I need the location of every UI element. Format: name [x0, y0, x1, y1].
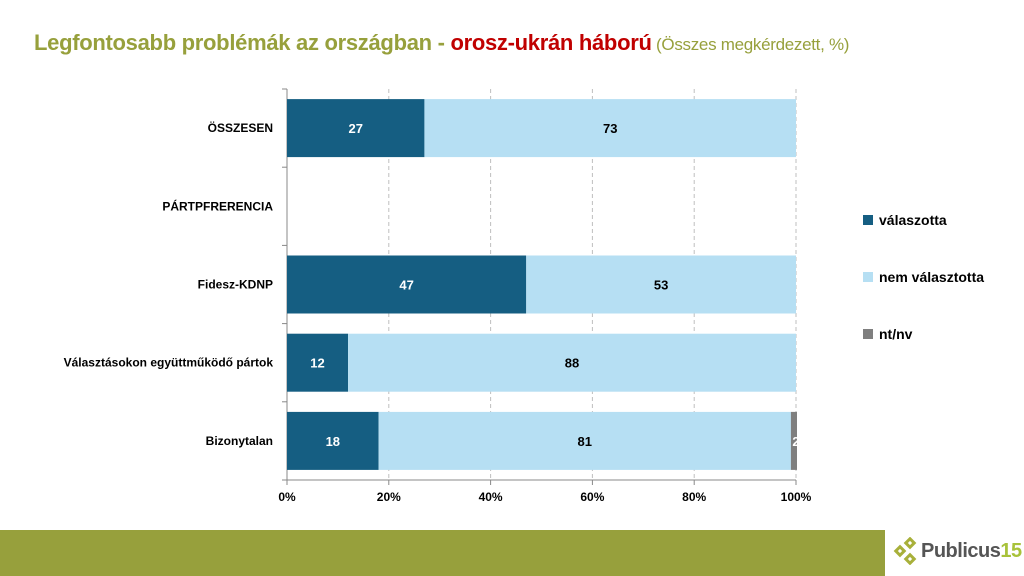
plot-edge-mask: [797, 89, 827, 480]
bar-segment: [287, 255, 527, 314]
x-tick-label: 60%: [580, 490, 604, 504]
data-label: 88: [565, 356, 579, 371]
logo-number: 15: [1000, 539, 1022, 562]
category-label: Választásokon együttműködő pártok: [64, 356, 274, 370]
data-label: 73: [603, 121, 617, 136]
data-label: 53: [654, 278, 668, 293]
legend-label: válaszotta: [879, 212, 947, 228]
logo-diamonds-icon: [893, 537, 917, 565]
x-tick-label: 0%: [278, 490, 296, 504]
data-label: 18: [326, 434, 340, 449]
x-tick-label: 20%: [377, 490, 401, 504]
bar-segment: [348, 333, 796, 392]
data-label: 12: [310, 356, 324, 371]
bar-segment: [424, 99, 796, 158]
legend-swatch: [863, 215, 873, 225]
bar-segment: [790, 411, 802, 470]
bar-segment: [287, 411, 379, 470]
footer-band: [0, 530, 885, 576]
title-highlight: orosz-ukrán háború: [450, 30, 652, 55]
stacked-bar-chart: 0%20%40%60%80%100%ÖSSZESEN27730PÁRTPFRER…: [64, 88, 984, 504]
category-label: Bizonytalan: [206, 434, 273, 448]
bar-segment: [378, 411, 791, 470]
chart-title: Legfontosabb problémák az országban - or…: [34, 30, 849, 56]
logo-text: Publicus: [921, 539, 1001, 562]
legend-label: nem választotta: [879, 269, 984, 285]
data-label: 81: [578, 434, 592, 449]
category-label: ÖSSZESEN: [208, 120, 273, 135]
category-label: PÁRTPFRERENCIA: [162, 198, 273, 213]
data-label: 27: [348, 121, 362, 136]
bar-segment: [287, 333, 349, 392]
data-label: 47: [399, 278, 413, 293]
data-label: 2: [792, 434, 799, 449]
legend-swatch: [863, 272, 873, 282]
legend-label: nt/nv: [879, 326, 913, 342]
legend-swatch: [863, 329, 873, 339]
x-tick-label: 40%: [479, 490, 503, 504]
bar-segment: [526, 255, 796, 314]
publicus-logo: Publicus 15: [893, 537, 1022, 565]
title-note: (Összes megkérdezett, %): [651, 35, 850, 54]
title-main: Legfontosabb problémák az országban -: [34, 30, 451, 55]
x-tick-label: 80%: [682, 490, 706, 504]
x-tick-label: 100%: [781, 490, 812, 504]
bar-segment: [287, 99, 425, 158]
category-label: Fidesz-KDNP: [198, 278, 273, 292]
